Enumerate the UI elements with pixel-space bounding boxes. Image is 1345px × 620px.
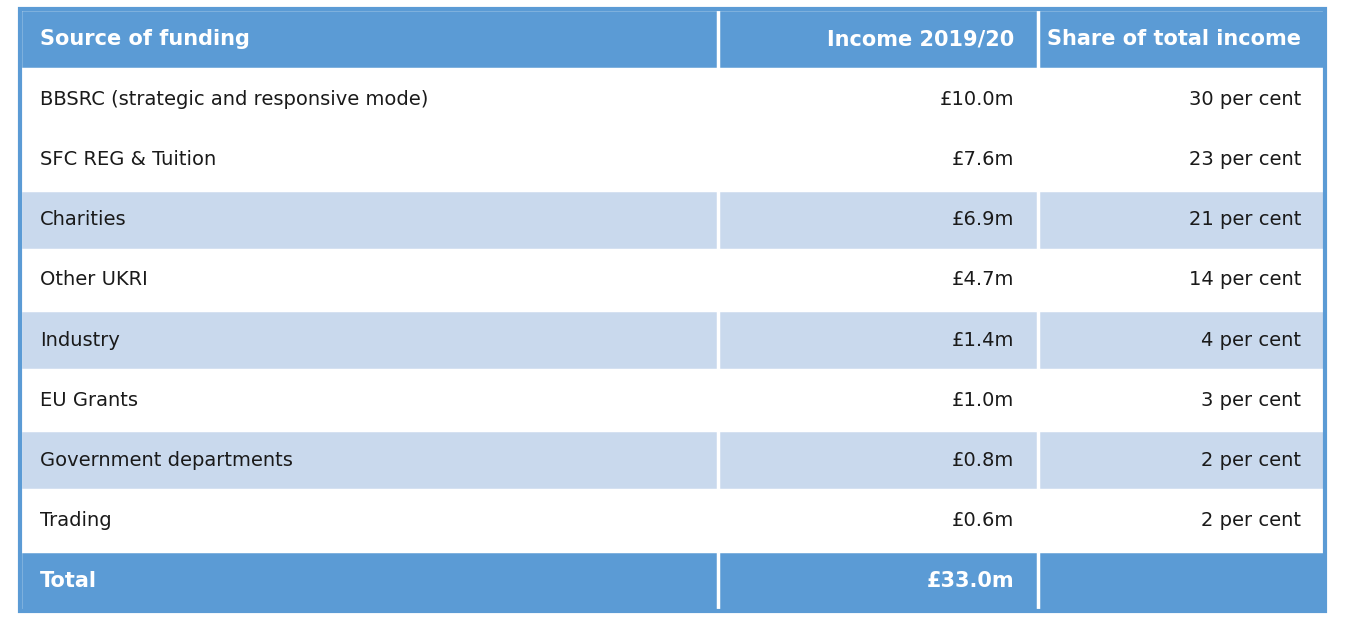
Text: Other UKRI: Other UKRI (40, 270, 148, 290)
Bar (20, 69, 718, 130)
Bar (718, 490, 1038, 551)
Bar (1038, 551, 1325, 611)
Text: EU Grants: EU Grants (40, 391, 137, 410)
Text: 2 per cent: 2 per cent (1201, 511, 1302, 530)
Text: 3 per cent: 3 per cent (1201, 391, 1302, 410)
Text: Source of funding: Source of funding (40, 29, 250, 50)
Text: Government departments: Government departments (40, 451, 293, 470)
Bar (20, 430, 718, 490)
Text: 2 per cent: 2 per cent (1201, 451, 1302, 470)
Bar (1038, 370, 1325, 430)
Bar (20, 250, 718, 310)
Bar (1038, 69, 1325, 130)
Bar (20, 490, 718, 551)
Bar (718, 190, 1038, 250)
Text: 14 per cent: 14 per cent (1189, 270, 1302, 290)
Bar (1038, 130, 1325, 190)
Bar (718, 250, 1038, 310)
Text: £0.8m: £0.8m (952, 451, 1014, 470)
Text: Industry: Industry (40, 330, 120, 350)
Text: £10.0m: £10.0m (940, 90, 1014, 109)
Bar (20, 130, 718, 190)
Bar (1038, 490, 1325, 551)
Bar (20, 310, 718, 370)
Text: 23 per cent: 23 per cent (1189, 150, 1302, 169)
Text: Total: Total (40, 570, 97, 591)
Text: £1.4m: £1.4m (952, 330, 1014, 350)
Text: SFC REG & Tuition: SFC REG & Tuition (40, 150, 217, 169)
Text: BBSRC (strategic and responsive mode): BBSRC (strategic and responsive mode) (40, 90, 428, 109)
Bar (718, 370, 1038, 430)
Text: £6.9m: £6.9m (952, 210, 1014, 229)
Bar (1038, 430, 1325, 490)
Text: 21 per cent: 21 per cent (1189, 210, 1302, 229)
Bar (718, 130, 1038, 190)
Bar (718, 430, 1038, 490)
Text: £0.6m: £0.6m (952, 511, 1014, 530)
Bar (20, 370, 718, 430)
Bar (718, 9, 1038, 69)
Text: £1.0m: £1.0m (952, 391, 1014, 410)
Bar (1038, 190, 1325, 250)
Bar (20, 9, 718, 69)
Bar (20, 190, 718, 250)
Text: Share of total income: Share of total income (1048, 29, 1302, 50)
Bar (718, 69, 1038, 130)
Bar (718, 310, 1038, 370)
Bar (1038, 250, 1325, 310)
Text: £7.6m: £7.6m (952, 150, 1014, 169)
Text: Income 2019/20: Income 2019/20 (827, 29, 1014, 50)
Text: £4.7m: £4.7m (952, 270, 1014, 290)
Text: 30 per cent: 30 per cent (1189, 90, 1302, 109)
Bar (1038, 9, 1325, 69)
Text: Charities: Charities (40, 210, 126, 229)
Bar (1038, 310, 1325, 370)
Text: Trading: Trading (40, 511, 112, 530)
Bar (20, 551, 718, 611)
Text: 4 per cent: 4 per cent (1201, 330, 1302, 350)
Text: £33.0m: £33.0m (927, 570, 1014, 591)
Bar (718, 551, 1038, 611)
